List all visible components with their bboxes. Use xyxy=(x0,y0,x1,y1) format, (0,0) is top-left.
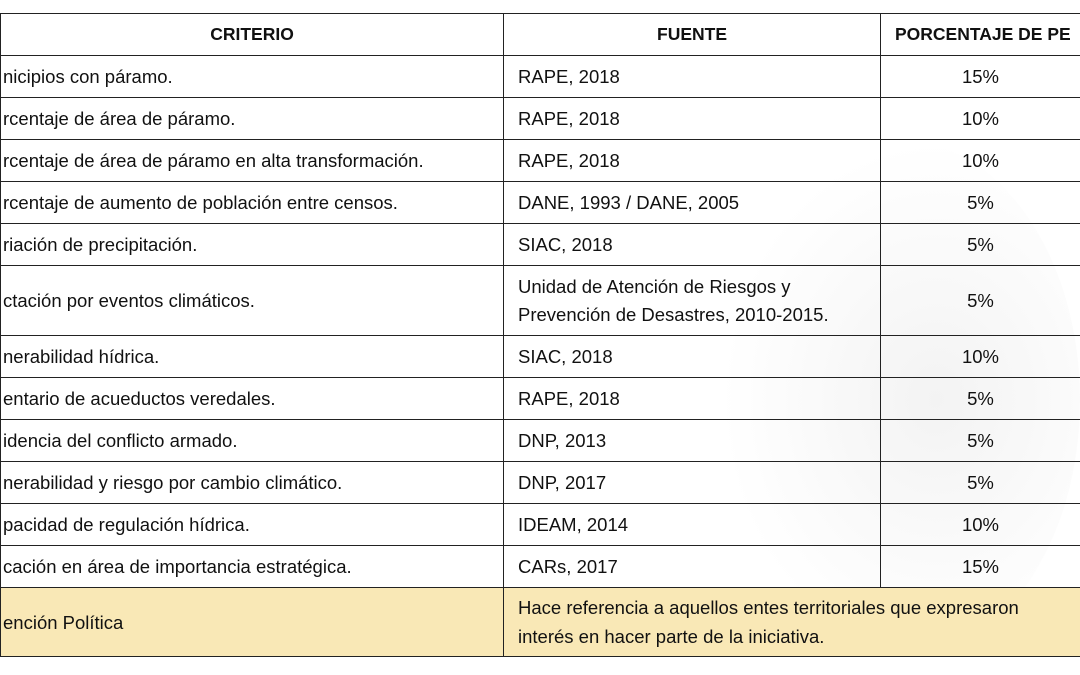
fuente-cell: RAPE, 2018 xyxy=(503,139,881,182)
table-row: nerabilidad hídrica. SIAC, 2018 10% xyxy=(0,335,1080,378)
table-row: rcentaje de área de páramo en alta trans… xyxy=(0,139,1080,182)
table-row: rcentaje de aumento de población entre c… xyxy=(0,181,1080,224)
fuente-line: RAPE, 2018 xyxy=(518,149,620,171)
criterio-cell: pacidad de regulación hídrica. xyxy=(0,503,504,546)
criterio-cell: idencia del conflicto armado. xyxy=(0,419,504,462)
fuente-cell: SIAC, 2018 xyxy=(503,223,881,266)
table-row: nerabilidad y riesgo por cambio climátic… xyxy=(0,461,1080,504)
table-row: cación en área de importancia estratégic… xyxy=(0,545,1080,588)
criterio-cell: nerabilidad y riesgo por cambio climátic… xyxy=(0,461,504,504)
criterio-cell: cación en área de importancia estratégic… xyxy=(0,545,504,588)
fuente-cell: IDEAM, 2014 xyxy=(503,503,881,546)
descripcion-cell: Hace referencia a aquellos entes territo… xyxy=(503,587,1080,657)
fuente-cell: RAPE, 2018 xyxy=(503,377,881,420)
descripcion-line: Hace referencia a aquellos entes territo… xyxy=(518,597,1019,618)
fuente-line: SIAC, 2018 xyxy=(518,345,613,367)
table-row: rcentaje de área de páramo. RAPE, 2018 10% xyxy=(0,97,1080,140)
criterio-cell: rcentaje de aumento de población entre c… xyxy=(0,181,504,224)
porcentaje-cell: 5% xyxy=(880,265,1080,336)
fuente-line: SIAC, 2018 xyxy=(518,233,613,255)
criterio-cell: entario de acueductos veredales. xyxy=(0,377,504,420)
criteria-table: CRITERIO FUENTE PORCENTAJE DE PE nicipio… xyxy=(0,13,1080,657)
criterio-cell: rcentaje de área de páramo en alta trans… xyxy=(0,139,504,182)
porcentaje-cell: 5% xyxy=(880,223,1080,266)
header-criterio: CRITERIO xyxy=(0,13,504,56)
fuente-line: CARs, 2017 xyxy=(518,555,618,577)
fuente-line: DANE, 1993 / DANE, 2005 xyxy=(518,191,740,213)
criterio-cell: ctación por eventos climáticos. xyxy=(0,265,504,336)
criterio-cell: rcentaje de área de páramo. xyxy=(0,97,504,140)
criterio-cell: nicipios con páramo. xyxy=(0,55,504,98)
fuente-line: RAPE, 2018 xyxy=(518,387,620,409)
fuente-line: Prevención de Desastres, 2010-2015. xyxy=(518,303,829,325)
header-porcentaje: PORCENTAJE DE PE xyxy=(880,13,1080,56)
table-row: idencia del conflicto armado. DNP, 2013 5% xyxy=(0,419,1080,462)
fuente-cell: DANE, 1993 / DANE, 2005 xyxy=(503,181,881,224)
header-row: CRITERIO FUENTE PORCENTAJE DE PE xyxy=(0,13,1080,56)
criterio-cell: riación de precipitación. xyxy=(0,223,504,266)
fuente-line: RAPE, 2018 xyxy=(518,107,620,129)
fuente-cell: RAPE, 2018 xyxy=(503,97,881,140)
criterio-cell: ención Política xyxy=(0,587,504,657)
porcentaje-cell: 10% xyxy=(880,139,1080,182)
table-row: ctación por eventos climáticos. Unidad de… xyxy=(0,265,1080,336)
porcentaje-cell: 5% xyxy=(880,419,1080,462)
porcentaje-cell: 15% xyxy=(880,55,1080,98)
porcentaje-cell: 5% xyxy=(880,181,1080,224)
fuente-cell: CARs, 2017 xyxy=(503,545,881,588)
fuente-line: DNP, 2013 xyxy=(518,429,607,451)
porcentaje-cell: 10% xyxy=(880,335,1080,378)
header-fuente: FUENTE xyxy=(503,13,881,56)
table-row: riación de precipitación. SIAC, 2018 5% xyxy=(0,223,1080,266)
fuente-cell: Unidad de Atención de Riesgos y Prevenció… xyxy=(503,265,881,336)
descripcion-line: interés en hacer parte de la iniciativa. xyxy=(518,626,825,647)
table-row: pacidad de regulación hídrica. IDEAM, 201… xyxy=(0,503,1080,546)
fuente-line: DNP, 2017 xyxy=(518,471,607,493)
fuente-cell: DNP, 2013 xyxy=(503,419,881,462)
fuente-line: IDEAM, 2014 xyxy=(518,513,629,535)
porcentaje-cell: 5% xyxy=(880,461,1080,504)
table-row: nicipios con páramo. RAPE, 2018 15% xyxy=(0,55,1080,98)
table-row: entario de acueductos veredales. RAPE, 20… xyxy=(0,377,1080,420)
porcentaje-cell: 10% xyxy=(880,97,1080,140)
criterio-cell: nerabilidad hídrica. xyxy=(0,335,504,378)
fuente-line: RAPE, 2018 xyxy=(518,65,620,87)
porcentaje-cell: 15% xyxy=(880,545,1080,588)
porcentaje-cell: 5% xyxy=(880,377,1080,420)
fuente-cell: RAPE, 2018 xyxy=(503,55,881,98)
fuente-cell: SIAC, 2018 xyxy=(503,335,881,378)
fuente-cell: DNP, 2017 xyxy=(503,461,881,504)
porcentaje-cell: 10% xyxy=(880,503,1080,546)
table-row-politica: ención Política Hace referencia a aquello… xyxy=(0,587,1080,657)
fuente-line: Unidad de Atención de Riesgos y xyxy=(518,275,791,297)
